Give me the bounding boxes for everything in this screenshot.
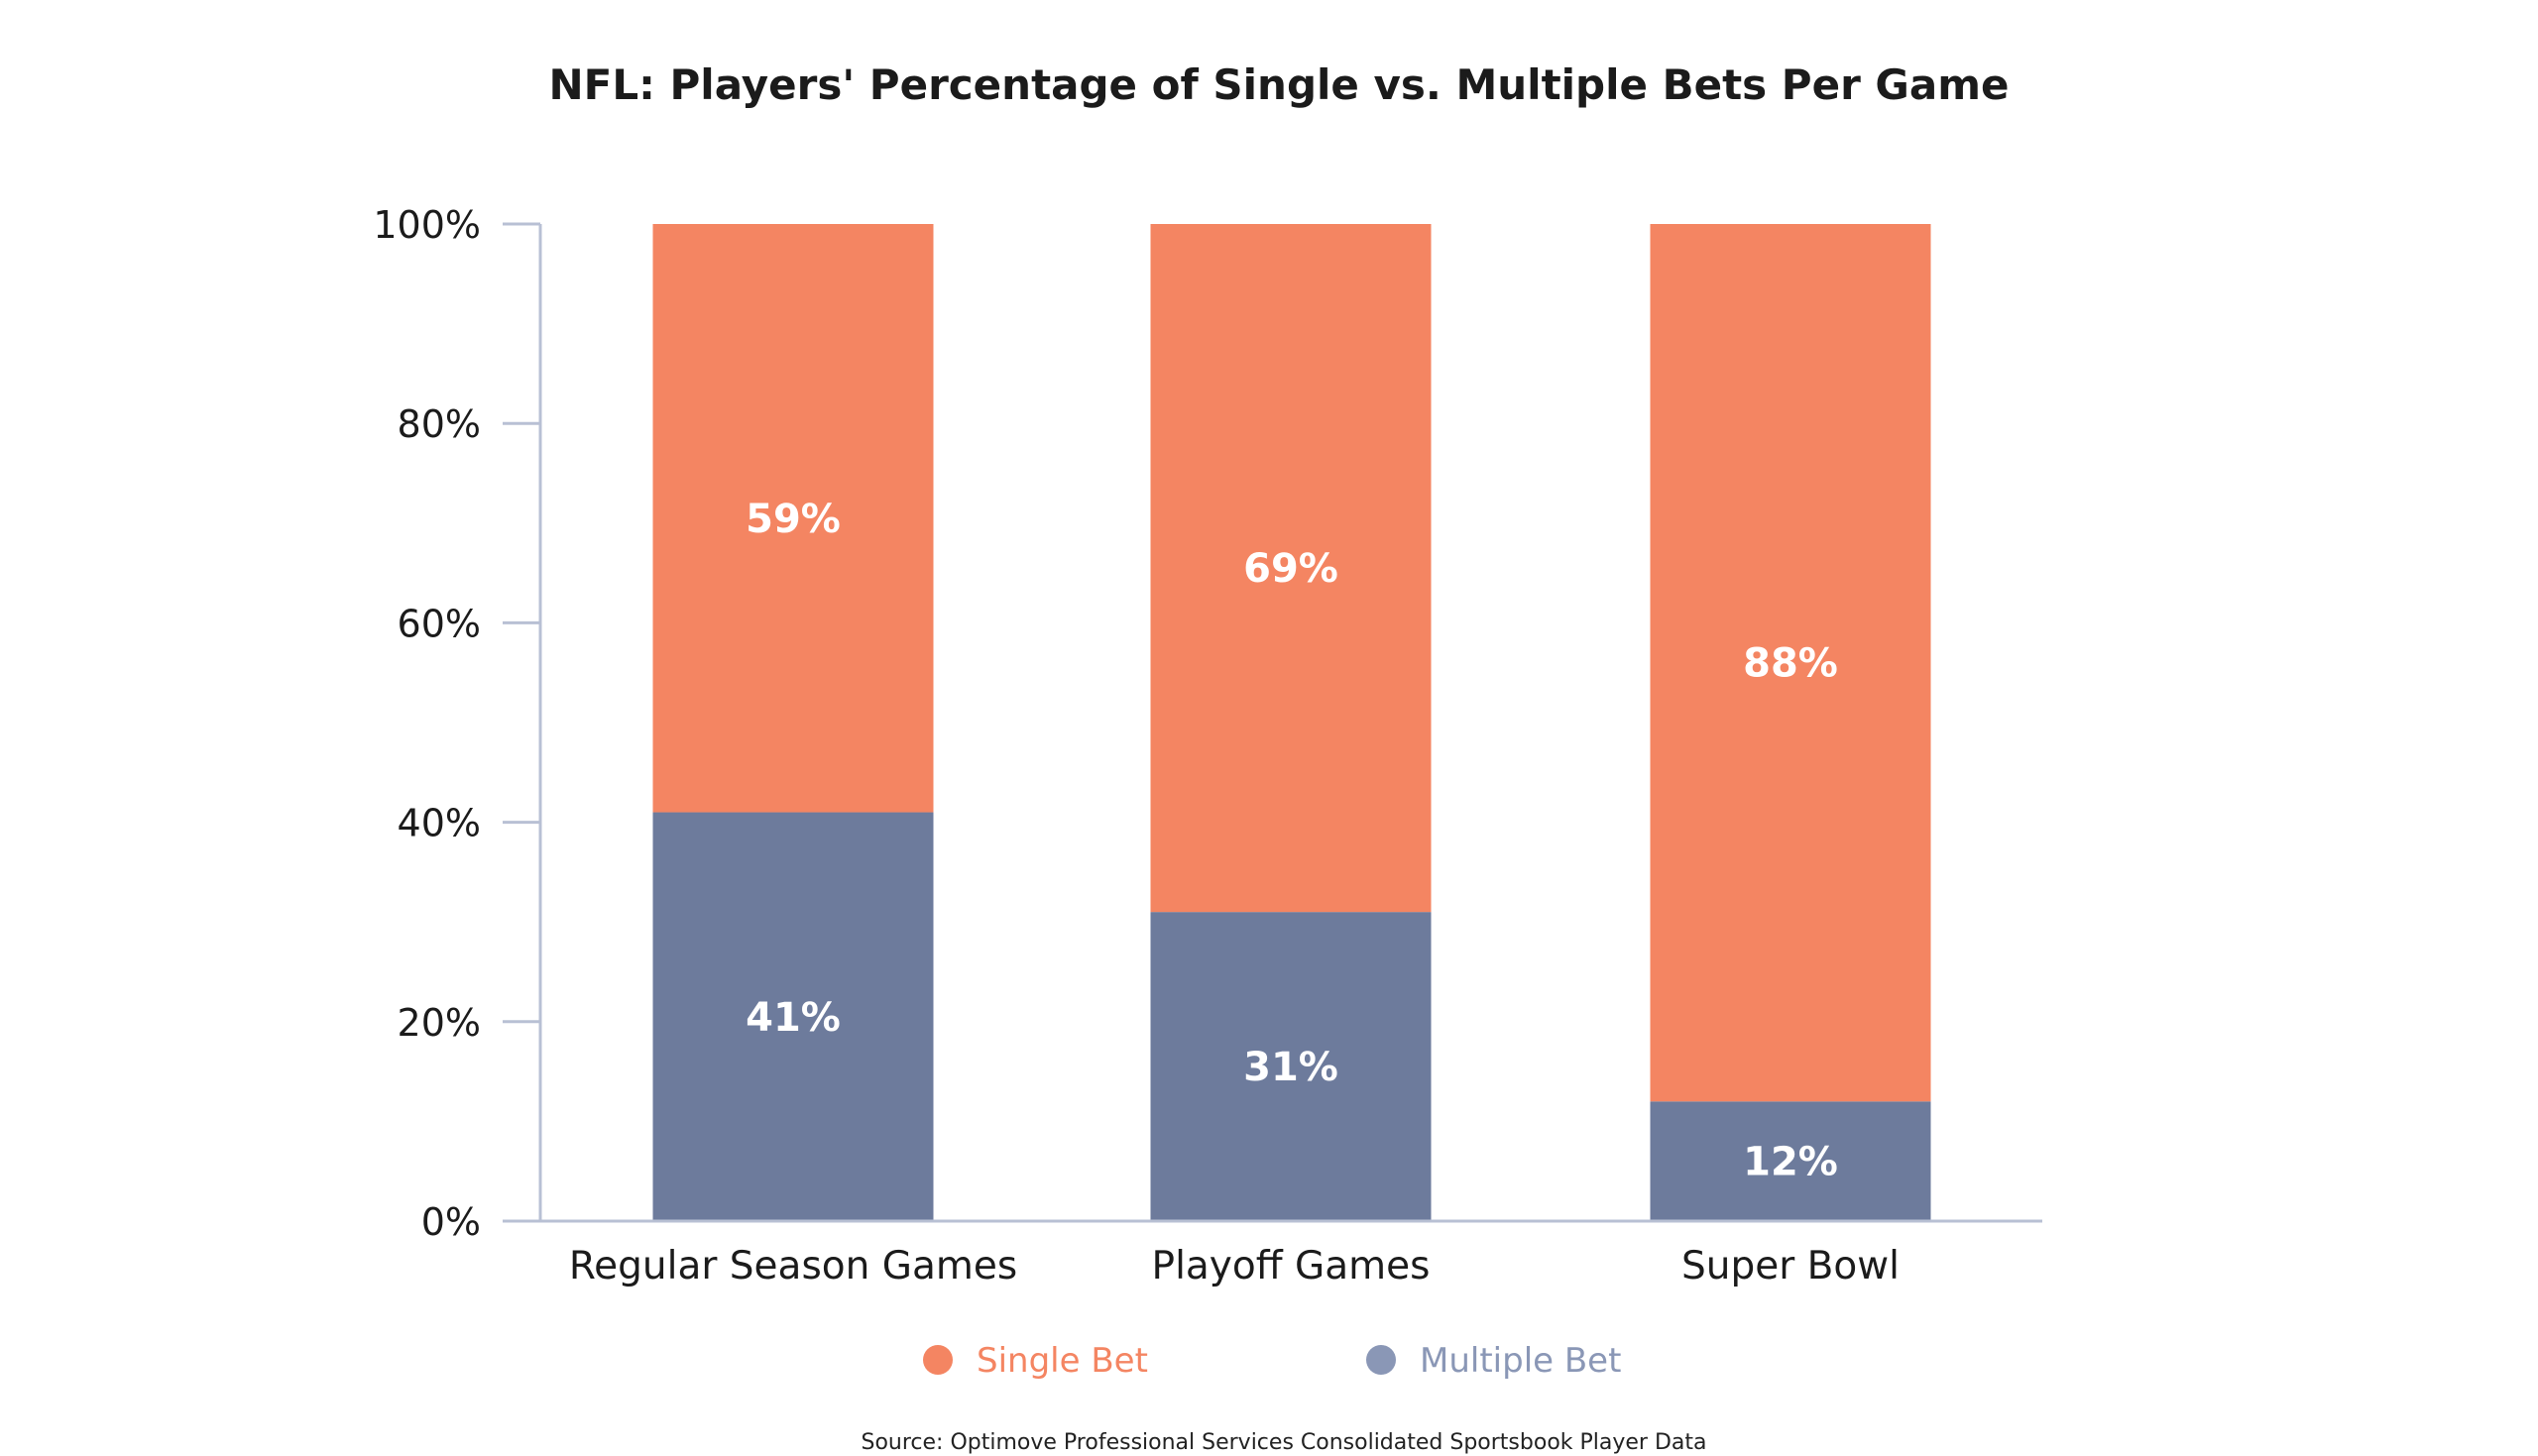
bar-segment-multiple-bet — [1650, 1101, 1931, 1221]
chart-title: NFL: Players' Percentage of Single vs. M… — [549, 60, 2010, 109]
y-tick-label: 40% — [398, 802, 481, 845]
y-tick-label: 80% — [398, 402, 481, 446]
source-note: Source: Optimove Professional Services C… — [862, 1430, 1707, 1455]
data-label-single-bet: 59% — [746, 497, 841, 542]
y-tick-label: 0% — [421, 1200, 481, 1244]
bar-segment-single-bet — [1650, 224, 1931, 1102]
bar-segment-multiple-bet — [652, 812, 934, 1221]
x-category-label: Playoff Games — [1152, 1244, 1431, 1288]
y-tick-label: 60% — [398, 602, 481, 645]
x-category-label: Super Bowl — [1681, 1244, 1900, 1288]
bar-segment-single-bet — [1150, 224, 1432, 913]
data-label-single-bet: 69% — [1243, 546, 1338, 592]
legend-marker-single-bet — [923, 1345, 953, 1375]
x-category-label: Regular Season Games — [569, 1244, 1017, 1288]
data-label-single-bet: 88% — [1743, 641, 1838, 687]
data-label-multiple-bet: 41% — [746, 995, 841, 1041]
legend-label-single-bet: Single Bet — [977, 1341, 1148, 1381]
data-labels: 41% 59% 31% 69% 12% 88% — [746, 497, 1838, 1185]
bar-segment-single-bet — [652, 224, 934, 813]
bar-segment-multiple-bet — [1150, 912, 1432, 1221]
bars — [652, 224, 1931, 1221]
data-label-multiple-bet: 12% — [1743, 1140, 1838, 1185]
legend: Single Bet Multiple Bet — [923, 1341, 1621, 1381]
y-axis: 0% 20% 40% 60% 80% 100% — [373, 203, 542, 1244]
data-label-multiple-bet: 31% — [1243, 1045, 1338, 1090]
legend-label-multiple-bet: Multiple Bet — [1420, 1341, 1621, 1381]
y-tick-label: 100% — [373, 203, 481, 247]
x-axis: Regular Season Games Playoff Games Super B… — [540, 1219, 2042, 1288]
legend-marker-multiple-bet — [1366, 1345, 1396, 1375]
y-tick-label: 20% — [398, 1001, 481, 1045]
